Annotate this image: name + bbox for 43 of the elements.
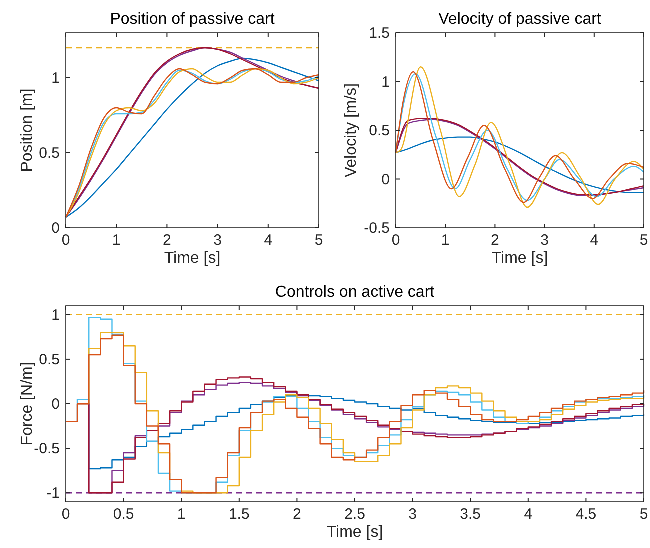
- y-tick-label: 1: [52, 70, 60, 87]
- y-tick-label: 1: [52, 306, 60, 324]
- y-tick-label: -0.5: [364, 220, 390, 237]
- y-tick-label: 0: [382, 171, 390, 188]
- x-tick-label: 4.5: [576, 506, 597, 523]
- y-tick-label: 1.5: [369, 25, 390, 42]
- y-tick-label: 0: [52, 396, 60, 413]
- x-tick-label: 5: [640, 506, 648, 523]
- chart-title: Controls on active cart: [275, 284, 436, 301]
- x-tick-label: 5: [640, 232, 648, 249]
- y-axis-title: Force [N/m]: [19, 362, 36, 446]
- y-tick-label: -0.5: [34, 440, 60, 458]
- x-tick-label: 5: [314, 232, 324, 249]
- line-series: [395, 136, 645, 194]
- x-axis-title: Time [s]: [492, 250, 548, 267]
- x-tick-label: 1: [441, 232, 450, 249]
- x-tick-label: 3.5: [460, 506, 482, 523]
- x-tick-label: 4: [590, 232, 599, 249]
- x-tick-label: 2: [491, 232, 500, 249]
- chart-title: Position of passive cart: [110, 11, 276, 28]
- x-tick-label: 2.5: [344, 506, 366, 523]
- x-tick-label: 2: [293, 506, 302, 523]
- chart-title: Velocity of passive cart: [438, 11, 602, 28]
- x-tick-label: 1: [177, 506, 186, 523]
- x-tick-label: 3: [540, 232, 549, 249]
- y-tick-label: 0.5: [39, 145, 60, 162]
- y-tick-label: -1: [46, 485, 60, 502]
- x-axis-title: Time [s]: [164, 250, 221, 267]
- y-tick-label: 0.5: [39, 351, 60, 368]
- y-axis-title: Position [m]: [19, 88, 36, 172]
- x-tick-label: 1: [112, 232, 121, 249]
- x-tick-label: 0.5: [113, 506, 134, 523]
- y-tick-label: 0: [52, 220, 60, 237]
- x-tick-label: 2: [163, 232, 172, 249]
- x-tick-label: 3: [408, 506, 417, 523]
- y-tick-label: 0.5: [369, 122, 390, 140]
- x-tick-label: 3: [214, 232, 222, 249]
- x-tick-label: 1.5: [228, 506, 250, 523]
- y-tick-label: 1: [382, 74, 390, 91]
- x-axis-title: Time [s]: [326, 524, 384, 541]
- x-tick-label: 4: [524, 506, 533, 523]
- y-axis-title: Velocity [m/s]: [343, 83, 360, 178]
- x-tick-label: 4: [264, 232, 273, 249]
